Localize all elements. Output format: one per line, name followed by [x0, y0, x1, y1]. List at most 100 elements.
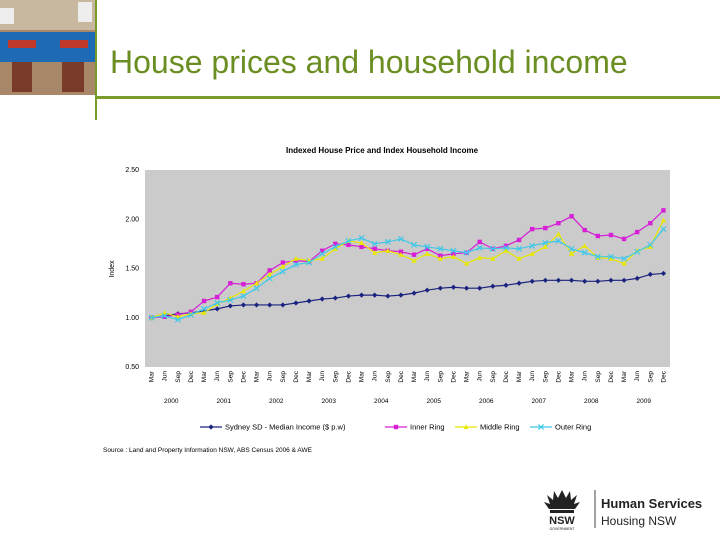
data-point: [502, 244, 509, 251]
data-point: [621, 277, 627, 283]
data-point: [477, 255, 483, 260]
data-point: [424, 243, 431, 250]
data-point: [621, 255, 628, 262]
data-point: [332, 243, 339, 250]
legend-item: Middle Ring: [455, 423, 520, 432]
legend-label: Sydney SD - Median Income ($ p.w): [225, 423, 346, 432]
x-tick-label: Dec: [398, 370, 405, 382]
data-point: [463, 260, 470, 266]
series-group: [148, 217, 667, 320]
data-point: [555, 237, 562, 244]
data-point: [306, 298, 312, 304]
data-point: [372, 292, 378, 298]
data-point: [253, 302, 260, 308]
data-point: [424, 246, 430, 251]
data-point: [214, 306, 220, 312]
data-point: [319, 248, 325, 253]
x-tick-label: Dec: [293, 370, 300, 382]
year-label: 2008: [584, 398, 599, 405]
data-point: [358, 240, 365, 245]
data-point: [621, 260, 627, 266]
data-point: [582, 278, 588, 284]
logo-brand-line1: NSW: [549, 515, 575, 527]
data-point: [346, 242, 351, 248]
data-point: [661, 208, 666, 213]
data-point: [463, 424, 469, 430]
data-point: [450, 247, 457, 254]
x-tick-label: Sep: [280, 371, 287, 383]
x-tick-label: Mar: [516, 370, 523, 382]
data-point: [437, 245, 444, 252]
data-point: [280, 263, 286, 269]
x-tick-label: Jun: [372, 371, 379, 382]
data-point: [398, 292, 404, 298]
data-point: [634, 229, 640, 235]
data-point: [398, 252, 404, 257]
data-point: [582, 243, 588, 248]
data-point: [201, 298, 207, 304]
data-point: [437, 285, 443, 291]
x-tick-label: Mar: [464, 370, 471, 382]
year-label: 2000: [164, 398, 179, 405]
data-point: [568, 277, 575, 283]
year-label: 2007: [532, 398, 547, 405]
data-point: [582, 227, 587, 233]
x-tick-label: Mar: [149, 370, 156, 382]
data-point: [537, 423, 545, 431]
data-point: [393, 424, 399, 430]
data-point: [398, 249, 404, 254]
data-point: [267, 302, 273, 308]
waratah-icon: [544, 490, 580, 513]
data-point: [607, 253, 614, 260]
data-point: [543, 225, 548, 231]
data-point: [333, 241, 338, 247]
data-point: [595, 233, 601, 239]
data-point: [358, 292, 365, 298]
data-point: [201, 310, 207, 315]
x-tick-label: Dec: [188, 370, 195, 382]
data-point: [621, 236, 627, 242]
x-tick-label: Sep: [490, 371, 497, 383]
data-point: [608, 232, 614, 238]
nsw-logo: NSW GOVERNMENT Human Services Housing NS…: [544, 490, 702, 531]
data-point: [280, 302, 286, 308]
data-point: [529, 278, 535, 284]
data-point: [372, 250, 378, 255]
legend-label: Middle Ring: [480, 423, 520, 432]
data-point: [279, 268, 286, 275]
series-line: [151, 272, 664, 319]
y-tick-label: 0.50: [125, 364, 139, 371]
data-point: [477, 239, 482, 245]
data-point: [411, 258, 417, 263]
data-point: [227, 303, 233, 309]
year-label: 2003: [322, 398, 337, 405]
logo-org-line2: Housing NSW: [601, 514, 677, 528]
data-point: [293, 300, 299, 306]
data-point: [332, 295, 338, 301]
data-point: [542, 239, 549, 246]
x-tick-label: Jun: [319, 371, 326, 382]
data-point: [489, 245, 496, 252]
legend-label: Outer Ring: [555, 423, 591, 432]
x-tick-label: Sep: [595, 371, 602, 383]
x-tick-label: Jun: [634, 371, 641, 382]
slide-title: House prices and household income: [110, 44, 628, 80]
series-line: [151, 209, 664, 319]
data-point: [214, 299, 221, 306]
data-point: [503, 282, 509, 288]
data-point: [280, 260, 286, 265]
data-point: [569, 214, 574, 219]
header-rule-vertical: [95, 0, 97, 120]
data-point: [608, 256, 614, 261]
data-point: [384, 238, 391, 245]
logo-brand-line2: GOVERNMENT: [549, 527, 575, 531]
x-tick-label: Sep: [542, 371, 549, 383]
year-label: 2009: [637, 398, 652, 405]
data-point: [660, 270, 667, 277]
data-point: [463, 249, 470, 256]
data-point: [568, 245, 575, 252]
year-label: 2006: [479, 398, 494, 405]
header-rule-horizontal: [95, 96, 720, 99]
logo-org-line1: Human Services: [601, 496, 702, 511]
data-point: [437, 256, 443, 261]
